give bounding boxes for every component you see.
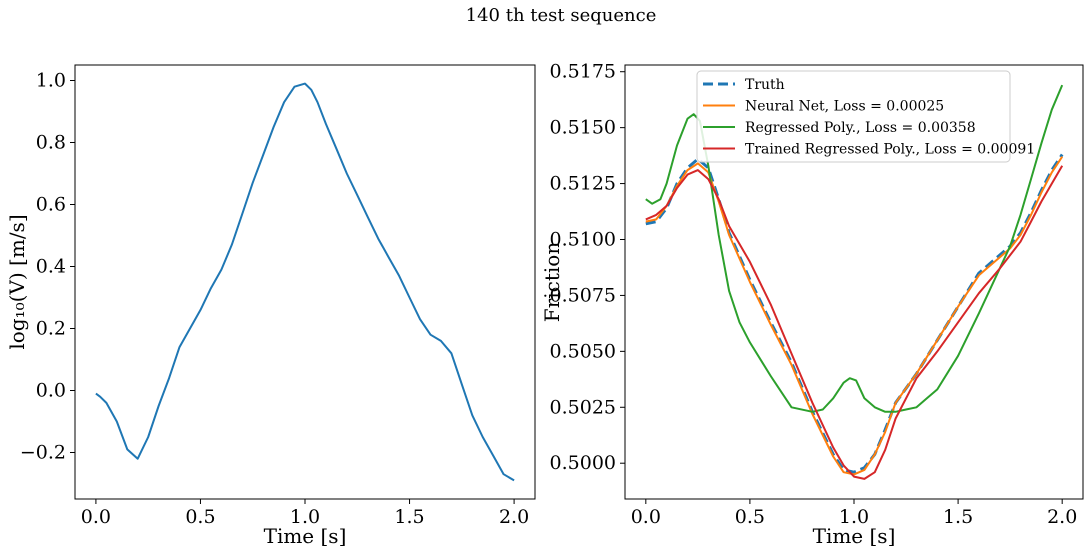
right-x-tick-label: 1.0 bbox=[839, 506, 869, 528]
left-y-tick-label: 0.8 bbox=[36, 132, 66, 154]
left-series-group bbox=[95, 82, 515, 482]
left-y-tick-label: 1.0 bbox=[36, 70, 66, 92]
left-chart: 0.0 0.5 1.0 1.5 2.0 −0.2 0.0 0.2 0.4 0.6 0.8 1.0 T… bbox=[5, 64, 536, 548]
left-y-tick-label: 0.0 bbox=[36, 380, 66, 402]
right-series-line-2 bbox=[645, 84, 1064, 413]
suptitle: 140 th test sequence bbox=[466, 5, 657, 26]
right-x-ticks: 0.0 0.5 1.0 1.5 2.0 bbox=[631, 499, 1077, 528]
right-x-tick-label: 2.0 bbox=[1047, 506, 1077, 528]
legend-label-0: Truth bbox=[745, 77, 785, 93]
left-x-axis-label: Time [s] bbox=[264, 524, 347, 548]
right-y-tick-label: 0.5000 bbox=[550, 452, 616, 474]
left-y-ticks: −0.2 0.0 0.2 0.4 0.6 0.8 1.0 bbox=[20, 70, 75, 464]
legend-label-3: Trained Regressed Poly., Loss = 0.00091 bbox=[745, 142, 1035, 158]
left-x-tick-label: 1.5 bbox=[394, 506, 424, 528]
legend-label-1: Neural Net, Loss = 0.00025 bbox=[745, 99, 944, 115]
legend-label-2: Regressed Poly., Loss = 0.00358 bbox=[745, 120, 976, 136]
right-series-line-0 bbox=[645, 153, 1064, 474]
left-x-tick-label: 2.0 bbox=[499, 506, 529, 528]
left-y-tick-label: 0.2 bbox=[36, 318, 66, 340]
left-axes-frame bbox=[74, 64, 536, 500]
legend: Truth Neural Net, Loss = 0.00025 Regressed… bbox=[696, 70, 1035, 163]
right-y-tick-label: 0.5050 bbox=[550, 340, 616, 362]
right-y-tick-label: 0.5175 bbox=[550, 61, 616, 83]
left-y-axis-label: log₁₀(V) [m/s] bbox=[5, 214, 29, 349]
right-y-tick-label: 0.5025 bbox=[550, 396, 616, 418]
right-y-tick-label: 0.5150 bbox=[550, 117, 616, 139]
right-y-axis-label: Friction bbox=[540, 242, 564, 323]
right-x-axis-label: Time [s] bbox=[813, 524, 896, 548]
right-series-line-3 bbox=[645, 165, 1064, 480]
legend-entries: Truth Neural Net, Loss = 0.00025 Regressed… bbox=[703, 77, 1035, 158]
left-y-tick-label: 0.6 bbox=[36, 194, 66, 216]
right-series-group bbox=[645, 84, 1064, 480]
left-x-tick-label: 0.0 bbox=[81, 506, 111, 528]
legend-box bbox=[696, 70, 1011, 163]
right-series-line-1 bbox=[645, 156, 1064, 476]
right-y-ticks: 0.5000 0.5025 0.5050 0.5075 0.5100 0.5125 0.51… bbox=[550, 61, 625, 474]
right-chart: 0.0 0.5 1.0 1.5 2.0 0.5000 0.5025 0.5050 0.5075… bbox=[540, 61, 1084, 548]
right-x-tick-label: 1.5 bbox=[943, 506, 973, 528]
right-x-tick-label: 0.5 bbox=[735, 506, 765, 528]
right-y-tick-label: 0.5100 bbox=[550, 228, 616, 250]
left-series-line-0 bbox=[95, 82, 515, 482]
left-x-ticks: 0.0 0.5 1.0 1.5 2.0 bbox=[81, 499, 529, 528]
right-y-tick-label: 0.5125 bbox=[550, 173, 616, 195]
left-y-tick-label: −0.2 bbox=[20, 442, 66, 464]
left-x-tick-label: 1.0 bbox=[290, 506, 320, 528]
left-x-tick-label: 0.5 bbox=[185, 506, 215, 528]
left-y-tick-label: 0.4 bbox=[36, 256, 66, 278]
right-y-tick-label: 0.5075 bbox=[550, 284, 616, 306]
right-x-tick-label: 0.0 bbox=[631, 506, 661, 528]
